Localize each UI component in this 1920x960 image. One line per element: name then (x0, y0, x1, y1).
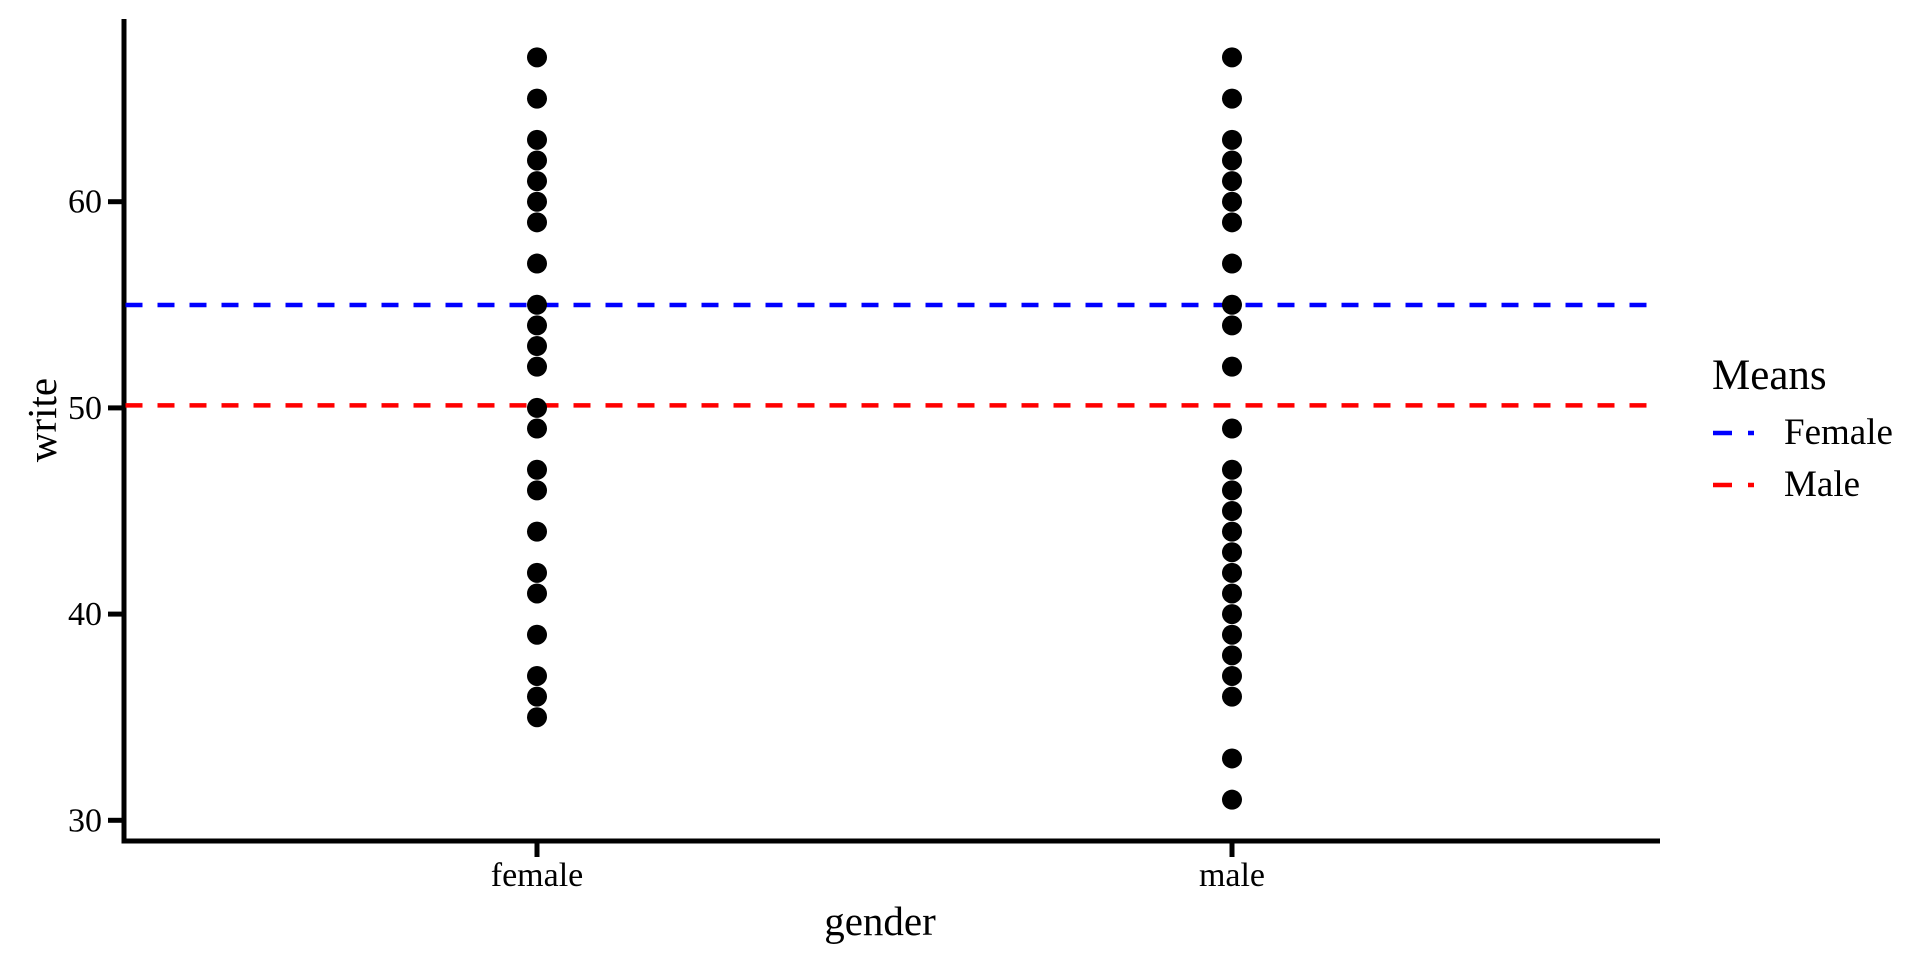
data-point-male (1222, 748, 1242, 769)
data-point-male (1222, 480, 1242, 501)
data-point-female (527, 356, 547, 377)
data-point-female (527, 459, 547, 480)
data-point-male (1222, 645, 1242, 666)
data-point-male (1222, 129, 1242, 150)
data-point-female (527, 212, 547, 233)
data-point-male (1222, 789, 1242, 810)
y-axis-tick-label: 50 (68, 390, 102, 427)
data-point-female (527, 171, 547, 192)
data-point-male (1222, 459, 1242, 480)
data-point-male (1222, 686, 1242, 707)
data-point-male (1222, 418, 1242, 439)
data-point-male (1222, 191, 1242, 212)
legend-title: Means (1712, 352, 1827, 399)
data-point-male (1222, 583, 1242, 604)
legend-item-male: Male (1712, 466, 1893, 504)
y-axis-tick-label: 30 (68, 802, 102, 839)
legend-item-female: Female (1712, 414, 1893, 452)
x-axis-title: gender (824, 898, 936, 944)
data-point-male (1222, 294, 1242, 315)
data-point-female (527, 624, 547, 645)
data-point-male (1222, 47, 1242, 68)
data-point-male (1222, 212, 1242, 233)
data-point-female (527, 480, 547, 501)
data-point-female (527, 336, 547, 357)
y-axis-title: write (19, 377, 65, 463)
data-point-male (1222, 150, 1242, 171)
data-point-male (1222, 501, 1242, 521)
data-point-female (527, 418, 547, 439)
female-mean-dashed-line-icon (1713, 430, 1759, 436)
data-point-male (1222, 624, 1242, 645)
data-point-female (527, 88, 547, 109)
data-point-male (1222, 356, 1242, 377)
legend-label-male: Male (1784, 464, 1861, 505)
y-axis-tick-label: 40 (68, 596, 102, 633)
x-axis-tick-label: female (491, 857, 584, 894)
data-point-female (527, 294, 547, 315)
data-point-male (1222, 315, 1242, 336)
legend-label-female: Female (1784, 412, 1893, 453)
data-point-female (527, 315, 547, 336)
data-point-male (1222, 253, 1242, 274)
data-point-male (1222, 171, 1242, 192)
data-point-male (1222, 88, 1242, 109)
data-point-male (1222, 562, 1242, 583)
data-point-female (527, 686, 547, 707)
data-point-female (527, 562, 547, 583)
legend: Means Female Male (1712, 352, 1893, 504)
data-point-female (527, 129, 547, 150)
male-mean-dashed-line-icon (1713, 482, 1759, 488)
data-point-female (527, 397, 547, 418)
data-point-male (1222, 604, 1242, 625)
data-point-female (527, 150, 547, 171)
data-point-female (527, 191, 547, 212)
data-point-female (527, 521, 547, 542)
y-axis-tick-label: 60 (68, 184, 102, 221)
data-point-female (527, 665, 547, 686)
data-point-female (527, 253, 547, 274)
data-point-male (1222, 665, 1242, 686)
data-point-female (527, 47, 547, 68)
data-point-male (1222, 542, 1242, 563)
data-point-female (527, 583, 547, 604)
data-point-female (527, 707, 547, 728)
data-point-male (1222, 521, 1242, 542)
x-axis-tick-label: male (1199, 857, 1265, 894)
